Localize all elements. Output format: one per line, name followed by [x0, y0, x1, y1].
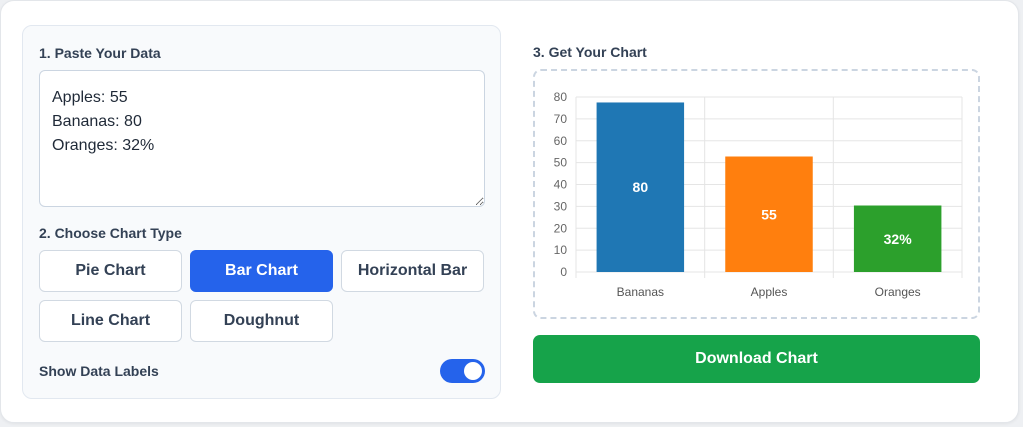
y-tick-label: 70: [554, 112, 568, 126]
y-tick-label: 40: [554, 178, 568, 192]
bar-data-label: 32%: [884, 231, 913, 247]
y-tick-label: 80: [554, 90, 568, 104]
bar: [596, 102, 685, 272]
bar: [725, 156, 813, 272]
input-panel: 1. Paste Your Data 2. Choose Chart Type …: [22, 25, 501, 399]
y-tick-label: 0: [560, 265, 567, 279]
horizontal-bar-button[interactable]: Horizontal Bar: [341, 250, 484, 292]
choose-chart-type-heading: 2. Choose Chart Type: [39, 225, 182, 241]
chart-preview-frame: 0 10 20 30 40 50 60 70 80 80 Bananas 55 Apples 32% Ora…: [533, 69, 980, 319]
y-tick-label: 10: [554, 243, 568, 257]
bar: [853, 205, 942, 272]
get-chart-heading: 3. Get Your Chart: [533, 44, 647, 60]
show-data-labels-toggle[interactable]: [440, 359, 485, 383]
paste-data-heading: 1. Paste Your Data: [39, 45, 161, 61]
bar-chart: 0 10 20 30 40 50 60 70 80 80 Bananas 55 Apples 32% Ora…: [554, 90, 963, 299]
doughnut-chart-button[interactable]: Doughnut: [190, 300, 333, 342]
y-tick-label: 30: [554, 199, 568, 213]
bar-data-label: 80: [633, 179, 649, 195]
bar-data-label: 55: [761, 206, 777, 222]
bar-chart-button[interactable]: Bar Chart: [190, 250, 333, 292]
x-tick-label: Oranges: [875, 285, 921, 299]
x-tick-label: Apples: [751, 285, 788, 299]
x-tick-label: Bananas: [617, 285, 664, 299]
download-chart-button[interactable]: Download Chart: [533, 335, 980, 383]
y-tick-label: 60: [554, 134, 568, 148]
line-chart-button[interactable]: Line Chart: [39, 300, 182, 342]
y-tick-label: 50: [554, 156, 568, 170]
show-data-labels-label: Show Data Labels: [39, 363, 159, 379]
pie-chart-button[interactable]: Pie Chart: [39, 250, 182, 292]
toggle-knob: [464, 362, 482, 380]
data-input-textarea[interactable]: [39, 70, 485, 207]
y-tick-label: 20: [554, 221, 568, 235]
